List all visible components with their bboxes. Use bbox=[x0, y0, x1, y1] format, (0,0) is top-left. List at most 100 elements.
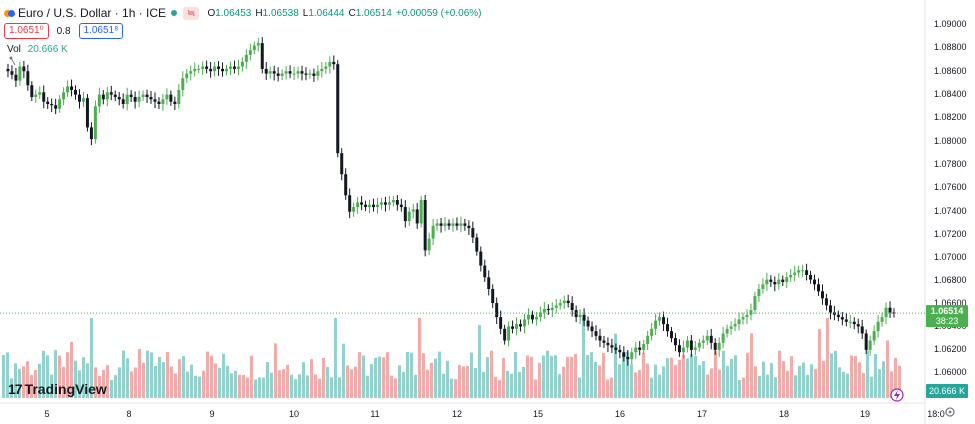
candle-body bbox=[785, 277, 789, 282]
candle-body bbox=[74, 89, 78, 95]
volume-bar bbox=[478, 325, 481, 398]
candle-body bbox=[328, 61, 332, 67]
volume-bar bbox=[98, 375, 101, 398]
volume-bar bbox=[230, 373, 233, 398]
volume-bar bbox=[786, 370, 789, 398]
volume-bar bbox=[254, 379, 257, 398]
candle-body bbox=[801, 270, 805, 272]
time-axis[interactable]: 5 8 9 10 11 12 15 16 17 18 19 18:0 bbox=[44, 409, 944, 419]
y-tick-label: 1.07800 bbox=[934, 159, 967, 169]
candle-body bbox=[495, 303, 499, 318]
tradingview-logo[interactable]: 17 TradingView bbox=[8, 381, 107, 397]
candle-body bbox=[793, 272, 797, 275]
volume-bar bbox=[826, 318, 829, 398]
volume-bar bbox=[522, 367, 525, 398]
volume-bar bbox=[14, 363, 17, 398]
x-tick-label: 5 bbox=[44, 409, 49, 419]
volume-bar bbox=[282, 368, 285, 398]
volume-bar bbox=[706, 374, 709, 398]
candle-body bbox=[515, 324, 519, 329]
candle-body bbox=[443, 223, 447, 226]
volume-bar bbox=[386, 352, 389, 398]
candle-body bbox=[693, 347, 697, 350]
volume-bar bbox=[362, 355, 365, 398]
volume-bar bbox=[70, 341, 73, 398]
candle-body bbox=[169, 94, 173, 102]
candle-body bbox=[451, 223, 455, 226]
candle-body bbox=[260, 43, 264, 69]
volume-bar bbox=[346, 365, 349, 398]
candle-body bbox=[781, 279, 785, 282]
candle-body bbox=[415, 209, 419, 224]
volume-bar bbox=[610, 377, 613, 398]
volume-bar bbox=[486, 357, 489, 398]
volume-bar bbox=[226, 365, 229, 398]
volume-bar bbox=[458, 365, 461, 398]
candle-body bbox=[54, 105, 58, 109]
volume-bar bbox=[578, 377, 581, 398]
volume-bar bbox=[454, 379, 457, 398]
volume-bar bbox=[850, 355, 853, 398]
drawing-tool-icon[interactable] bbox=[9, 56, 16, 66]
candle-body bbox=[177, 89, 181, 105]
candle-body bbox=[479, 251, 483, 266]
candle-body bbox=[312, 73, 316, 76]
candle-body bbox=[630, 352, 634, 360]
volume-bar bbox=[774, 377, 777, 398]
candle-body bbox=[697, 342, 701, 348]
volume-bar bbox=[702, 360, 705, 398]
candle-body bbox=[463, 223, 467, 226]
flash-icon[interactable] bbox=[890, 388, 904, 402]
volume-bar bbox=[174, 373, 177, 398]
candle-body bbox=[93, 106, 97, 140]
volume-bar bbox=[358, 352, 361, 398]
volume-bar bbox=[834, 350, 837, 398]
sell-button[interactable]: 1.0651⁰ bbox=[4, 23, 49, 39]
volume-bar bbox=[450, 378, 453, 398]
candle-body bbox=[880, 317, 884, 322]
volume-bar bbox=[242, 374, 245, 398]
candle-body bbox=[113, 94, 117, 97]
volume-bar bbox=[434, 358, 437, 398]
volume-bar bbox=[50, 374, 53, 398]
candle-body bbox=[789, 274, 793, 278]
candle-body bbox=[884, 307, 888, 318]
volume-legend[interactable]: Vol 20.666 K bbox=[7, 44, 68, 55]
volume-bar bbox=[342, 343, 345, 398]
spread-value: 0.8 bbox=[56, 25, 71, 37]
logo-text: TradingView bbox=[24, 381, 107, 397]
candle-body bbox=[364, 204, 368, 208]
volume-bar bbox=[374, 357, 377, 398]
volume-bar bbox=[690, 354, 693, 398]
volume-bar bbox=[818, 328, 821, 398]
candle-body bbox=[70, 86, 74, 90]
candle-body bbox=[97, 94, 101, 107]
volume-bar bbox=[638, 370, 641, 398]
symbol-title[interactable]: Euro / U.S. Dollar · 1h · ICE bbox=[18, 6, 167, 20]
volume-bar bbox=[566, 356, 569, 398]
volume-bar bbox=[650, 377, 653, 398]
buy-button[interactable]: 1.0651⁸ bbox=[78, 23, 124, 39]
volume-bar bbox=[138, 348, 141, 398]
volume-bar bbox=[370, 364, 373, 398]
volume-bar bbox=[550, 355, 553, 398]
gear-icon[interactable] bbox=[945, 407, 955, 417]
volume-bar bbox=[78, 370, 81, 398]
candle-body bbox=[666, 324, 670, 332]
volume-bar bbox=[738, 379, 741, 398]
volume-bar bbox=[106, 365, 109, 398]
y-tick-label: 1.08200 bbox=[934, 112, 967, 122]
candle-body bbox=[836, 314, 840, 318]
market-badge[interactable]: ≒ bbox=[183, 6, 200, 20]
candle-body bbox=[173, 101, 177, 105]
candle-body bbox=[610, 345, 614, 348]
candle-body bbox=[22, 66, 26, 72]
volume-bar bbox=[742, 377, 745, 398]
volume-bar bbox=[726, 366, 729, 398]
volume-bar bbox=[570, 356, 573, 398]
candle-body bbox=[487, 277, 491, 289]
candle-body bbox=[344, 174, 348, 196]
